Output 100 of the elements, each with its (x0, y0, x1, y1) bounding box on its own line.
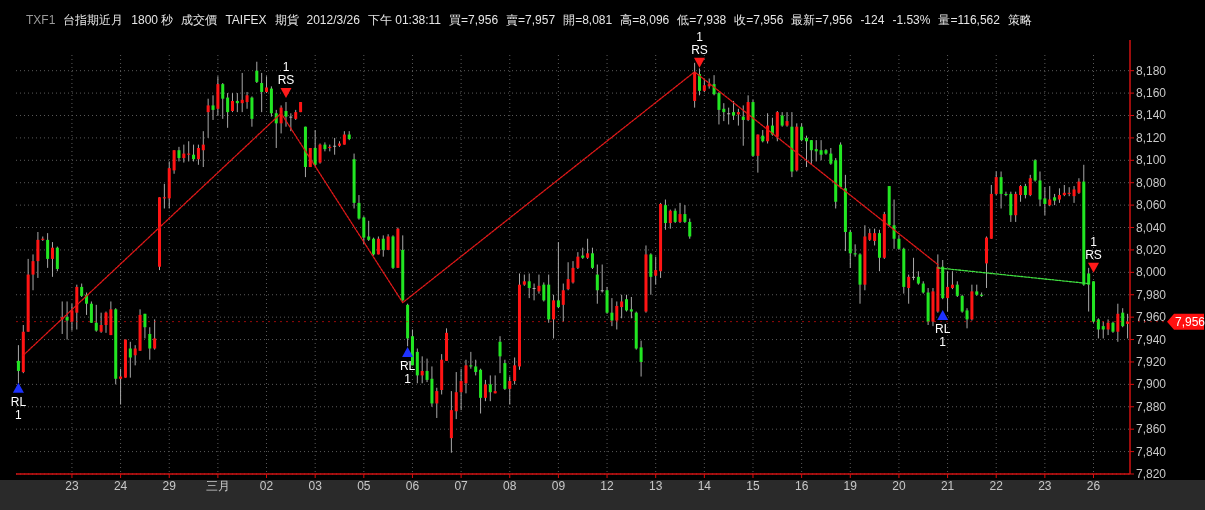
candlestick (649, 252, 653, 296)
y-tick-label: 7,860 (1136, 422, 1167, 437)
candlestick (532, 283, 536, 301)
candlestick (610, 297, 614, 327)
candlestick (89, 300, 93, 324)
candlestick (454, 371, 458, 420)
text: 策略 (1007, 13, 1032, 27)
candlestick (678, 202, 682, 224)
y-tick-label: 7,960 (1136, 310, 1167, 325)
point (402, 346, 414, 357)
candlestick (912, 257, 916, 281)
candlestick (556, 241, 560, 309)
candlestick (206, 98, 210, 139)
text: 最新=7,956 (791, 13, 853, 27)
candlestick (595, 264, 599, 305)
candlestick (527, 272, 531, 299)
text: TAIFEX (225, 13, 267, 27)
candlestick (688, 218, 692, 240)
candlestick (99, 312, 103, 334)
candlestick (483, 379, 487, 402)
candlestick (16, 344, 20, 384)
candlestick (683, 204, 687, 224)
candlestick (255, 61, 259, 84)
candlestick (245, 91, 249, 110)
series-label: 1 RS (1085, 234, 1102, 262)
candlestick (469, 351, 473, 370)
x-tick-label: 22 (989, 479, 1004, 493)
x-tick-label: 23 (1038, 479, 1052, 493)
text: 買=7,956 (449, 13, 499, 27)
x-tick-label: 14 (697, 479, 712, 493)
candlestick (41, 235, 45, 242)
candlestick (1004, 191, 1008, 197)
candlestick (605, 286, 609, 315)
candlestick (172, 149, 176, 175)
candlestick (333, 137, 337, 156)
candlestick (542, 281, 546, 302)
candlestick (196, 144, 200, 166)
candlestick (620, 294, 624, 319)
text: 高=8,096 (620, 13, 670, 27)
candlestick (1096, 317, 1100, 339)
x-tick-label: 07 (454, 479, 469, 493)
x-tick-label: 20 (892, 479, 906, 493)
candlestick (586, 238, 590, 260)
candlestick (211, 94, 215, 121)
y-tick-label: 7,920 (1136, 354, 1167, 369)
text: -1.53% (892, 13, 931, 27)
x-tick-label: 05 (357, 479, 371, 493)
candlestick (362, 215, 366, 245)
y-tick-label: 8,140 (1136, 108, 1167, 123)
candlestick (1072, 185, 1076, 204)
x-tick-label: 24 (113, 479, 128, 493)
candlestick (1106, 318, 1110, 336)
candlestick (907, 274, 911, 305)
text: 期貨 (274, 13, 299, 27)
candlestick (65, 300, 69, 341)
candlestick (848, 229, 852, 269)
y-tick-label: 8,180 (1136, 63, 1167, 78)
x-tick-label: 29 (162, 479, 177, 493)
text: 1800 秒 (131, 13, 174, 27)
candlestick (50, 241, 54, 278)
candlestick (819, 139, 823, 161)
y-tick-label: 8,080 (1136, 175, 1167, 190)
candlestick (746, 94, 750, 122)
series-label: RL 1 (399, 358, 416, 386)
x-tick-label: 06 (405, 479, 420, 493)
candlestick (55, 246, 59, 272)
candlestick (381, 234, 385, 258)
point (12, 382, 24, 393)
x-tick-label: 15 (746, 479, 760, 493)
candlestick (133, 344, 137, 366)
candlestick (464, 359, 468, 394)
candlestick (459, 368, 463, 411)
candlestick (639, 340, 643, 378)
candlestick (70, 303, 74, 332)
candlestick (629, 296, 633, 319)
x-tick-label: 03 (308, 479, 323, 493)
candlestick (853, 243, 857, 258)
candlestick (36, 231, 40, 279)
candlestick (143, 313, 147, 339)
x-tick-label: 三月 (205, 479, 230, 493)
y-tick-label: 8,060 (1136, 198, 1167, 213)
candlestick (663, 199, 667, 231)
candlestick (732, 100, 736, 121)
y-tick-label: 8,040 (1136, 220, 1167, 235)
candlestick (892, 199, 896, 250)
candlestick (809, 139, 813, 166)
x-tick-label: 26 (1086, 479, 1101, 493)
candlestick (488, 374, 492, 402)
candlestick (1121, 307, 1125, 328)
text: 1 RS (691, 29, 708, 57)
y-tick-label: 8,100 (1136, 153, 1167, 168)
candlestick (508, 376, 512, 406)
candlestick (999, 171, 1003, 209)
candlestick (230, 92, 234, 113)
candlestick (600, 264, 604, 294)
candlestick (804, 135, 809, 168)
candlestick (313, 129, 317, 167)
candlestick (284, 101, 288, 128)
x-tick-label: 08 (503, 479, 517, 493)
candlestick (965, 307, 969, 329)
